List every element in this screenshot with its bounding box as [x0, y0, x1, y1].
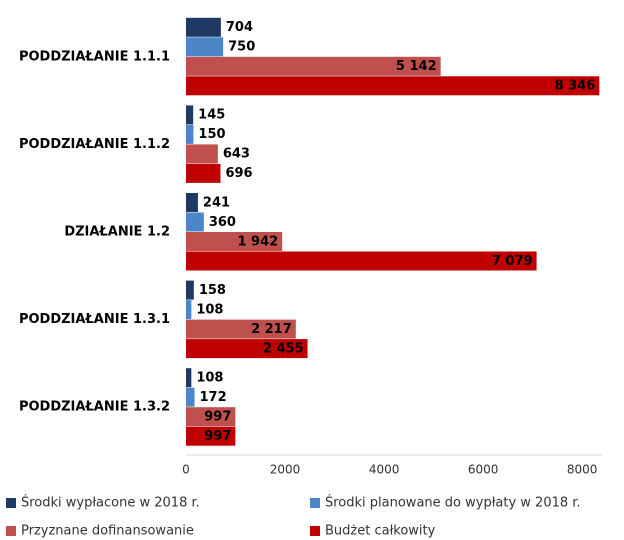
bar: [186, 232, 283, 251]
legend-label: Środki wypłacone w 2018 r.: [21, 495, 200, 511]
category-label: PODDZIAŁANIE 1.1.1: [19, 49, 170, 64]
bar: [186, 300, 192, 320]
bar: [186, 56, 441, 76]
bar: [186, 387, 195, 407]
bar: [186, 193, 198, 212]
value-label: 1 942: [237, 234, 278, 249]
value-label: 997: [204, 429, 231, 444]
bar: [186, 105, 194, 125]
category-label: DZIAŁANIE 1.2: [64, 225, 170, 240]
legend-swatch: [6, 526, 16, 536]
value-label: 360: [209, 215, 236, 230]
value-label: 750: [228, 40, 255, 55]
bar: [186, 163, 221, 183]
value-label: 150: [198, 127, 225, 142]
category-label: PODDZIAŁANIE 1.3.2: [19, 400, 170, 415]
value-label: 643: [223, 147, 250, 162]
value-label: 5 142: [396, 59, 437, 74]
bar: [186, 17, 221, 37]
value-label: 696: [225, 166, 252, 181]
legend-swatch: [6, 498, 16, 508]
bar: [186, 124, 194, 144]
value-label: 2 455: [263, 341, 304, 356]
value-label: 7 079: [492, 254, 533, 269]
legend-swatch: [310, 526, 320, 536]
legend-label: Przyznane dofinansowanie: [21, 524, 194, 539]
bar: [186, 212, 204, 232]
value-label: 108: [196, 302, 223, 317]
category-label: PODDZIAŁANIE 1.1.2: [19, 137, 170, 152]
x-tick-label: 0: [182, 463, 190, 477]
bar: [186, 144, 218, 164]
value-label: 8 346: [555, 79, 596, 94]
bar: [186, 426, 236, 446]
category-label: PODDZIAŁANIE 1.3.1: [19, 312, 170, 327]
bar: [186, 280, 194, 300]
x-tick-label: 2000: [270, 463, 301, 477]
bar: [186, 339, 308, 359]
bar: [186, 251, 537, 271]
bar: [186, 76, 600, 96]
value-label: 2 217: [251, 322, 292, 337]
value-label: 241: [203, 195, 230, 210]
value-label: 145: [198, 108, 225, 123]
value-label: 997: [204, 409, 231, 424]
bar: [186, 319, 296, 339]
value-label: 158: [199, 283, 226, 298]
bar: [186, 407, 236, 427]
legend-swatch: [310, 498, 320, 508]
legend-label: Budżet całkowity: [325, 524, 436, 539]
value-label: 172: [200, 390, 227, 405]
bar: [186, 368, 192, 388]
x-tick-label: 8000: [567, 463, 598, 477]
value-label: 108: [196, 370, 223, 385]
value-label: 704: [226, 20, 253, 35]
legend-label: Środki planowane do wypłaty w 2018 r.: [325, 495, 581, 511]
x-tick-label: 6000: [468, 463, 499, 477]
x-tick-label: 4000: [369, 463, 400, 477]
bar: [186, 37, 224, 57]
